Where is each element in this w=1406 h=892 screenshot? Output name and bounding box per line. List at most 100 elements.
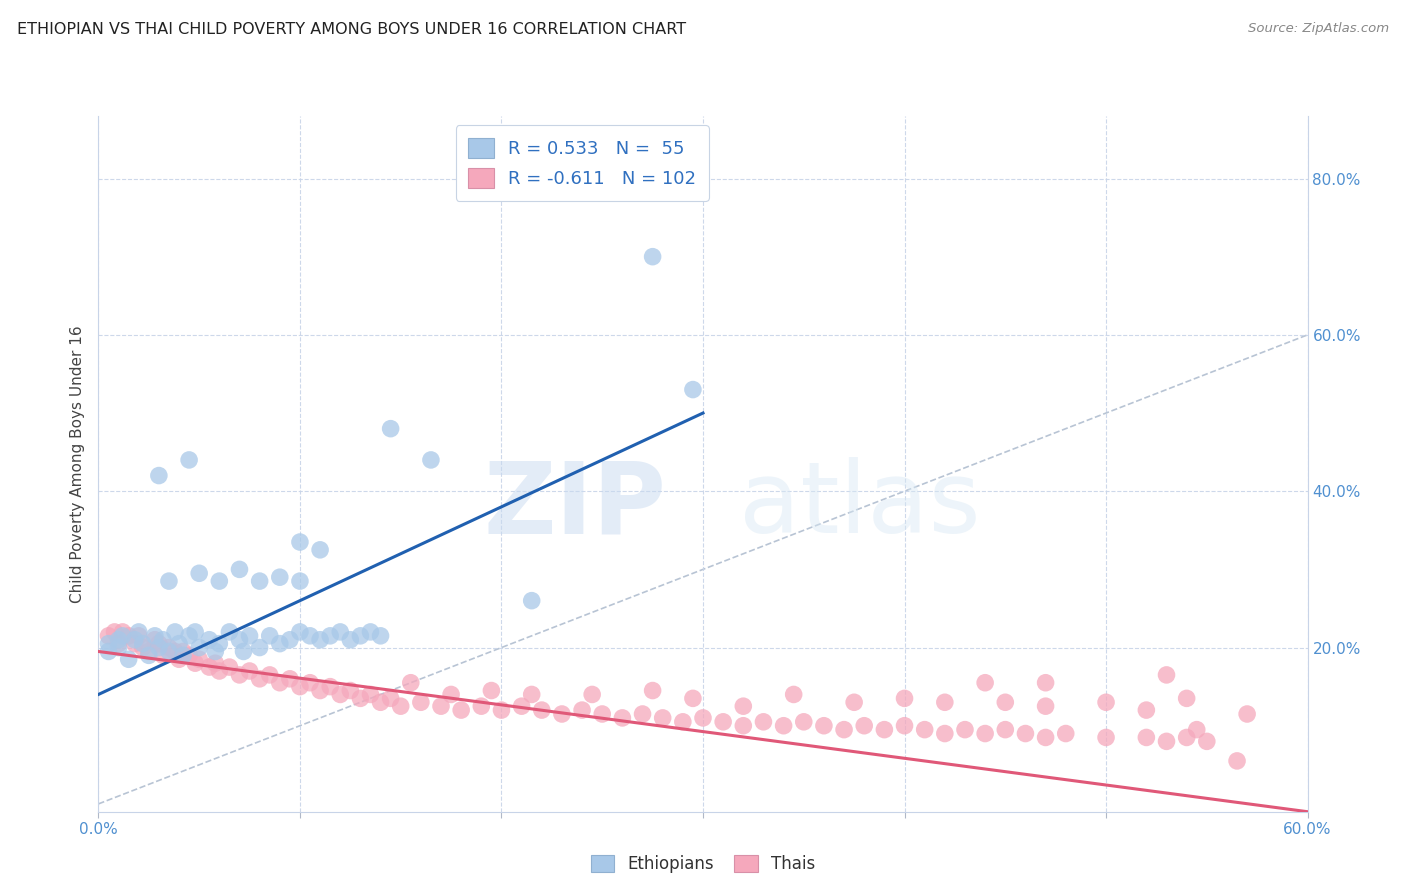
Point xyxy=(163,644,186,658)
Point xyxy=(103,624,125,639)
Point xyxy=(124,632,146,647)
Point xyxy=(319,629,342,643)
Point xyxy=(994,723,1017,737)
Point xyxy=(288,574,311,588)
Point xyxy=(520,593,543,607)
Point xyxy=(389,699,412,714)
Point xyxy=(1035,731,1057,745)
Text: Source: ZipAtlas.com: Source: ZipAtlas.com xyxy=(1249,22,1389,36)
Point xyxy=(148,468,170,483)
Point xyxy=(204,644,226,658)
Point xyxy=(893,719,915,733)
Point xyxy=(208,574,231,588)
Point xyxy=(184,656,207,670)
Point xyxy=(288,535,311,549)
Point xyxy=(97,629,120,643)
Point xyxy=(934,726,956,740)
Point xyxy=(239,629,262,643)
Point xyxy=(974,726,997,740)
Point xyxy=(118,652,141,666)
Point xyxy=(651,711,673,725)
Point xyxy=(132,640,155,655)
Point xyxy=(188,652,211,666)
Point xyxy=(339,632,361,647)
Point xyxy=(208,637,231,651)
Point xyxy=(380,691,402,706)
Point xyxy=(269,637,291,651)
Point xyxy=(157,574,180,588)
Point xyxy=(370,629,392,643)
Point xyxy=(152,632,174,647)
Point xyxy=(259,668,281,682)
Point xyxy=(641,250,664,264)
Point xyxy=(249,640,271,655)
Point xyxy=(218,624,240,639)
Point xyxy=(399,675,422,690)
Point xyxy=(1185,723,1208,737)
Point xyxy=(1135,703,1157,717)
Point xyxy=(581,688,603,702)
Point xyxy=(711,714,734,729)
Point xyxy=(551,706,574,721)
Point xyxy=(682,691,704,706)
Point xyxy=(107,637,129,651)
Point xyxy=(844,695,866,709)
Point xyxy=(419,453,441,467)
Point xyxy=(370,695,392,709)
Point xyxy=(228,668,250,682)
Point xyxy=(259,629,281,643)
Point xyxy=(107,632,129,647)
Point xyxy=(138,644,160,658)
Point xyxy=(953,723,976,737)
Point xyxy=(612,711,634,725)
Point xyxy=(111,629,134,643)
Point xyxy=(470,699,492,714)
Point xyxy=(1095,731,1118,745)
Point xyxy=(249,574,271,588)
Point xyxy=(299,629,322,643)
Text: atlas: atlas xyxy=(740,457,981,554)
Point xyxy=(1195,734,1218,748)
Point xyxy=(873,723,896,737)
Point xyxy=(733,719,755,733)
Point xyxy=(172,644,194,658)
Point xyxy=(228,632,250,647)
Point xyxy=(349,691,371,706)
Point xyxy=(360,624,382,639)
Point xyxy=(832,723,855,737)
Point xyxy=(269,570,291,584)
Point xyxy=(278,672,301,686)
Point xyxy=(934,695,956,709)
Point xyxy=(167,652,190,666)
Point xyxy=(177,648,201,663)
Point xyxy=(309,683,332,698)
Point xyxy=(143,629,166,643)
Point xyxy=(128,624,150,639)
Point xyxy=(672,714,695,729)
Y-axis label: Child Poverty Among Boys Under 16: Child Poverty Among Boys Under 16 xyxy=(69,325,84,603)
Point xyxy=(107,640,129,655)
Point xyxy=(319,680,342,694)
Point xyxy=(752,714,775,729)
Point xyxy=(682,383,704,397)
Point xyxy=(813,719,835,733)
Point xyxy=(329,688,352,702)
Point xyxy=(1156,734,1178,748)
Point xyxy=(440,688,463,702)
Point xyxy=(1095,695,1118,709)
Point xyxy=(1236,706,1258,721)
Point xyxy=(772,719,794,733)
Point xyxy=(1156,668,1178,682)
Point xyxy=(530,703,553,717)
Point xyxy=(167,637,190,651)
Point xyxy=(1035,699,1057,714)
Point xyxy=(409,695,432,709)
Point xyxy=(793,714,815,729)
Point xyxy=(228,562,250,576)
Point xyxy=(152,648,174,663)
Point xyxy=(204,656,226,670)
Point xyxy=(1135,731,1157,745)
Point xyxy=(184,624,207,639)
Point xyxy=(177,629,201,643)
Point xyxy=(239,664,262,678)
